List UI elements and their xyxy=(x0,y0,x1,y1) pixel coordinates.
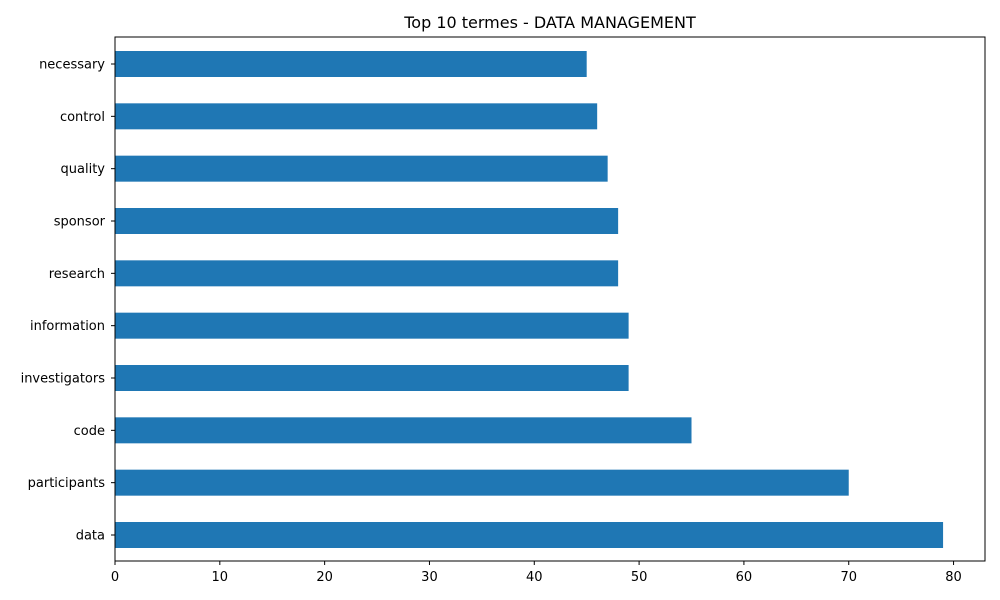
y-tick-label: control xyxy=(60,110,105,125)
y-tick-label: sponsor xyxy=(54,215,106,230)
bar-code xyxy=(115,417,692,444)
bar-control xyxy=(115,103,598,130)
x-tick-label: 80 xyxy=(945,570,962,585)
x-tick-label: 0 xyxy=(111,570,119,585)
y-tick-label: code xyxy=(74,424,105,439)
x-tick-label: 70 xyxy=(840,570,857,585)
y-axis: data participants code investigators informa… xyxy=(21,58,115,544)
x-tick-label: 30 xyxy=(421,570,438,585)
x-tick-label: 50 xyxy=(631,570,648,585)
y-tick-label: investigators xyxy=(21,372,106,387)
chart-title: Top 10 termes - DATA MANAGEMENT xyxy=(403,13,696,32)
y-tick-label: participants xyxy=(28,476,106,491)
bar-necessary xyxy=(115,51,587,77)
bar-quality xyxy=(115,155,608,182)
bar-investigators xyxy=(115,365,629,391)
x-tick-label: 40 xyxy=(526,570,543,585)
bar-sponsor xyxy=(115,208,619,234)
x-axis: 0 10 20 30 40 50 60 70 80 xyxy=(111,561,962,585)
x-tick-label: 60 xyxy=(736,570,753,585)
y-tick-label: data xyxy=(76,529,105,544)
plot-frame xyxy=(114,36,986,562)
x-tick-label: 20 xyxy=(316,570,333,585)
y-tick-label: research xyxy=(49,267,105,282)
bar-data xyxy=(115,522,944,548)
y-tick-label: quality xyxy=(61,162,106,177)
bar-information xyxy=(115,312,629,339)
y-tick-label: information xyxy=(30,319,105,334)
bar-research xyxy=(115,260,619,287)
bar-participants xyxy=(115,469,849,496)
bars-layer xyxy=(115,51,944,548)
y-tick-label: necessary xyxy=(39,58,105,73)
x-tick-label: 10 xyxy=(212,570,229,585)
